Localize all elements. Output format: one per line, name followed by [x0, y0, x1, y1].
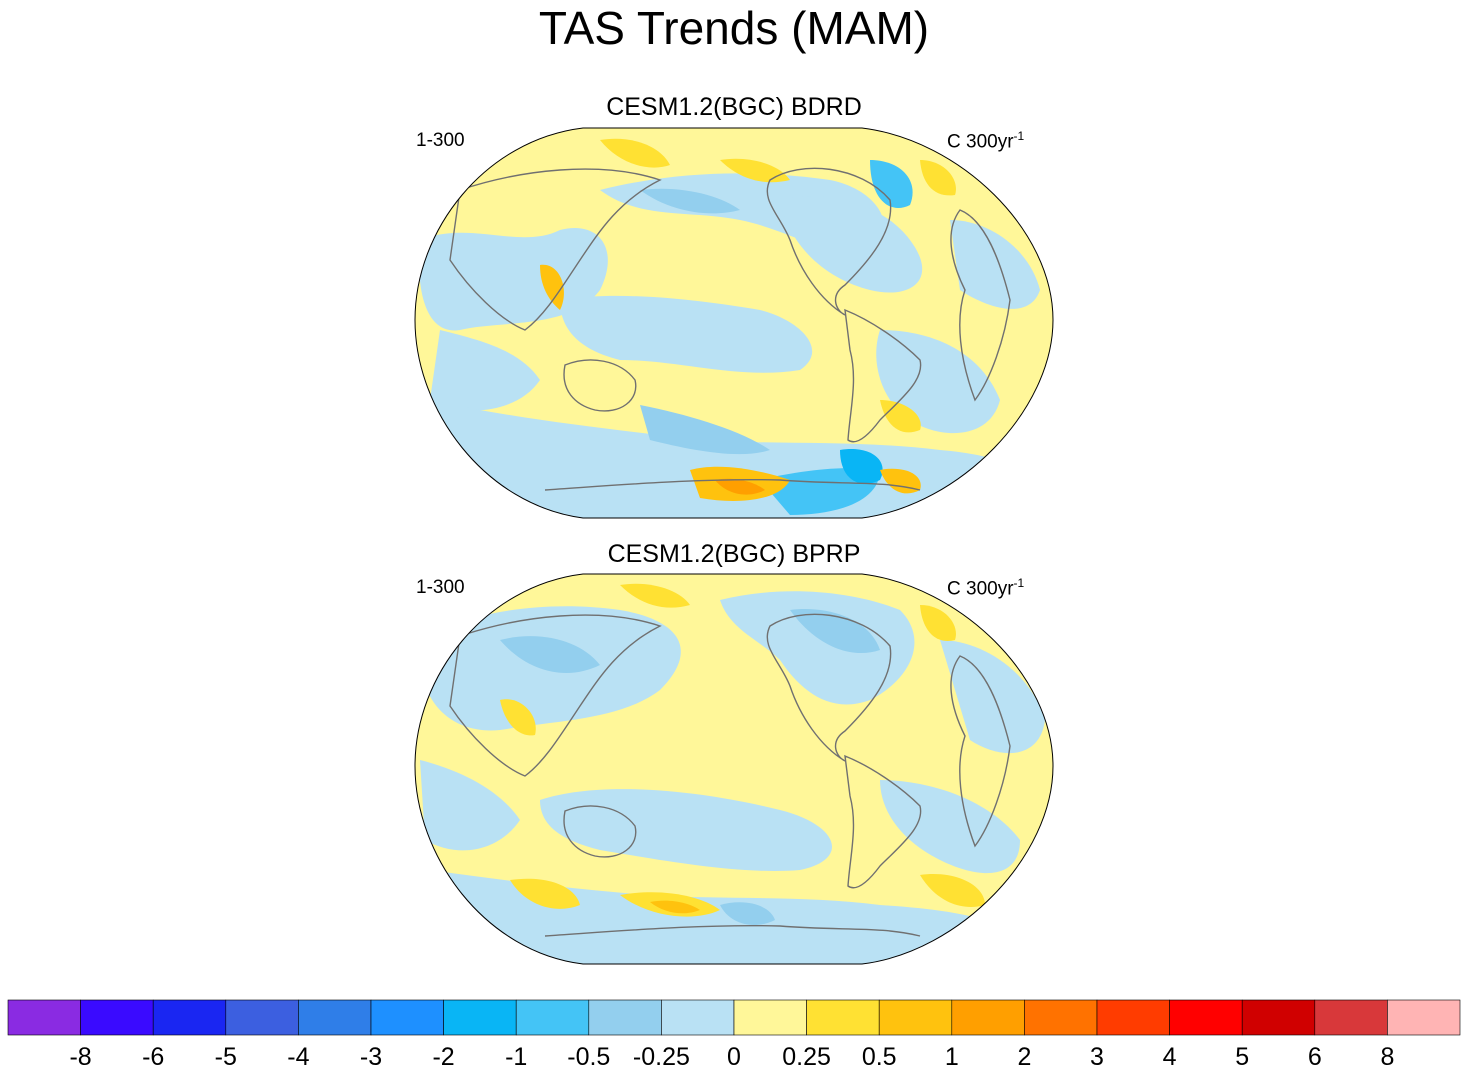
panel-1-coast-eurasia: [449, 168, 662, 331]
panel-2-region-india-warm: [500, 699, 536, 736]
panel-2-map-border: [414, 573, 1054, 965]
panel-1-title: CESM1.2(BGC) BDRD: [606, 93, 862, 121]
panel-1-region-pacific-cool: [560, 295, 813, 373]
colorbar-tick-label: 0.5: [862, 1043, 897, 1071]
panel-2-coast-eurasia: [449, 614, 662, 777]
panel-2-region-south-atlantic-cool: [880, 780, 1020, 874]
colorbar-tick-label: -0.5: [567, 1043, 610, 1071]
panel-1-coast-australia: [563, 359, 637, 412]
colorbar-swatch: [80, 999, 154, 1036]
panel-2-region-southern-warm-east: [920, 874, 985, 907]
colorbar-tick-label: 1: [945, 1043, 959, 1071]
panel-2-map: [414, 573, 1054, 965]
panel-1-map-border: [414, 127, 1054, 519]
panel-1-left-label: 1-300: [416, 130, 465, 151]
panel-2-coast-australia: [563, 805, 637, 858]
panel-1-region-scandinavia-warm: [920, 160, 956, 196]
colorbar-tick-label: 0.25: [782, 1043, 831, 1071]
colorbar-swatch: [1241, 999, 1316, 1036]
panel-1-region-north-america-cool: [780, 196, 923, 293]
colorbar-tick-label: 2: [1017, 1043, 1031, 1071]
panel-2-region-southern-warm-west: [510, 878, 580, 909]
panel-1-region-bering-cool: [640, 188, 740, 214]
panel-1-coast-south-america: [844, 308, 922, 443]
colorbar-swatch: [1096, 999, 1170, 1036]
colorbar-tick-label: -4: [287, 1043, 309, 1071]
panel-2-region-antarctic-hot: [650, 900, 700, 914]
colorbar-tick-label: -6: [142, 1043, 164, 1071]
colorbar-tick-label: -8: [69, 1043, 91, 1071]
colorbar-swatch: [1169, 999, 1243, 1036]
colorbar-swatch: [1024, 999, 1098, 1036]
panel-1-units-label: C 300yr-1: [947, 129, 1025, 153]
colorbar-swatch: [1314, 999, 1388, 1036]
colorbar-swatch: [588, 999, 662, 1036]
panel-2-coast-south-america: [844, 754, 922, 889]
colorbar-swatch: [515, 999, 590, 1036]
colorbar-tick-label: 0: [727, 1043, 741, 1071]
panel-2-coast-north-america: [766, 613, 892, 762]
panel-1-map: [414, 127, 1054, 519]
panel-1-region-antarctic-hot: [715, 478, 765, 495]
panel-1-region-sw-pacific-cooler: [640, 405, 770, 455]
colorbar-swatch: [1387, 999, 1461, 1036]
panel-2-region-europe-cool: [940, 640, 1045, 754]
colorbar-swatch: [225, 999, 299, 1036]
panel-1-region-arctic-warm: [720, 158, 790, 183]
panel-1-region-ross-sea-cold: [760, 468, 880, 515]
panel-2-region-indian-cool: [420, 760, 520, 851]
colorbar-tick-label: 3: [1090, 1043, 1104, 1071]
panel-2-coast-africa: [950, 655, 1011, 848]
colorbar-swatch: [443, 999, 517, 1036]
colorbar-swatch: [370, 999, 444, 1036]
panel-2-region-scandinavia-warm: [920, 605, 956, 641]
colorbar-swatch: [733, 999, 807, 1036]
colorbar-swatch: [878, 999, 953, 1036]
panel-1-coast-africa: [950, 209, 1011, 402]
panel-1-region-indian-cool: [430, 330, 540, 411]
colorbar-swatch: [661, 999, 735, 1036]
colorbar-tick-label: -0.25: [633, 1043, 690, 1071]
colorbar-tick-label: 5: [1235, 1043, 1249, 1071]
colorbar-swatch: [298, 999, 372, 1036]
panel-1-region-europe-cool: [950, 220, 1040, 309]
colorbar-tick-label: 8: [1380, 1043, 1394, 1071]
panel-2-left-label: 1-300: [416, 577, 465, 598]
panel-1-region-south-america-warm: [880, 400, 921, 433]
colorbar-tick-label: -1: [505, 1043, 527, 1071]
colorbar: [7, 999, 1461, 1036]
panel-2-region-siberia-cooler: [500, 636, 600, 673]
panel-1-region-siberia-warm: [600, 138, 670, 168]
panel-1-region-greenland-cold: [870, 160, 913, 208]
colorbar-tick-label: 4: [1163, 1043, 1177, 1071]
panel-1-region-southern-ocean-cool: [415, 400, 1053, 518]
colorbar-tick-labels: -8 -6 -5 -4 -3 -2 -1 -0.5 -0.25 0 0.25 0.5 1 2 3 4 5 6 8: [69, 1043, 1394, 1071]
colorbar-tick-label: 6: [1308, 1043, 1322, 1071]
colorbar-tick-label: -3: [360, 1043, 382, 1071]
panel-2-region-north-america-cool: [720, 591, 915, 705]
panel-2-coast-antarctica: [544, 924, 921, 937]
panel-2-region-canada-cooler: [790, 609, 880, 654]
panel-1-coast-antarctica: [544, 478, 921, 491]
colorbar-swatch: [951, 999, 1025, 1036]
panel-2-region-ross-cool: [720, 902, 775, 925]
colorbar-tick-label: -2: [432, 1043, 454, 1071]
panel-1-region-china-warm: [540, 264, 564, 310]
panel-2-title: CESM1.2(BGC) BPRP: [607, 540, 861, 568]
colorbar-swatch: [7, 999, 81, 1036]
colorbar-swatch: [806, 999, 880, 1036]
colorbar-tick-label: -5: [215, 1043, 237, 1071]
panel-2-units-label: C 300yr-1: [947, 576, 1025, 600]
panel-2-region-arctic-warm: [620, 583, 690, 608]
panel-1-region-amundsen-cold: [840, 449, 883, 484]
colorbar-swatch: [152, 999, 227, 1036]
panel-1-coast-north-america: [766, 167, 892, 316]
figure-title: TAS Trends (MAM): [538, 2, 930, 54]
